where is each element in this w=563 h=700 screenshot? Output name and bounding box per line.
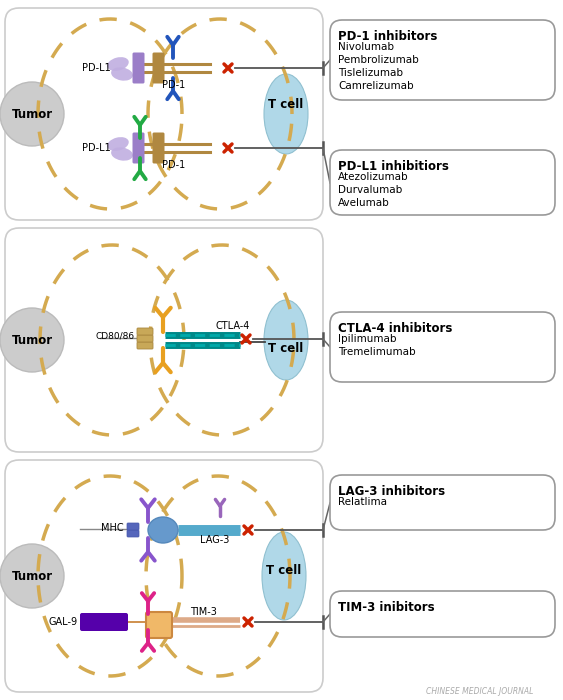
FancyBboxPatch shape [330, 150, 555, 215]
Text: CTLA-4: CTLA-4 [215, 321, 249, 331]
Circle shape [0, 544, 64, 608]
FancyBboxPatch shape [330, 20, 555, 100]
Text: Tremelimumab: Tremelimumab [338, 347, 415, 357]
Text: Pembrolizumab: Pembrolizumab [338, 55, 419, 65]
Text: Tumor: Tumor [11, 570, 52, 582]
FancyBboxPatch shape [5, 228, 323, 452]
Ellipse shape [148, 517, 178, 543]
Text: TIM-3: TIM-3 [190, 607, 217, 617]
Text: T cell: T cell [269, 97, 303, 111]
Text: PD-1: PD-1 [162, 80, 185, 90]
Text: Tumor: Tumor [11, 108, 52, 120]
FancyBboxPatch shape [132, 52, 145, 83]
Text: PD-1 inhibitors: PD-1 inhibitors [338, 30, 437, 43]
Text: Avelumab: Avelumab [338, 198, 390, 208]
FancyBboxPatch shape [127, 523, 139, 530]
FancyBboxPatch shape [153, 52, 164, 83]
Ellipse shape [264, 300, 308, 380]
Text: T cell: T cell [269, 342, 303, 354]
FancyBboxPatch shape [330, 591, 555, 637]
Text: LAG-3 inhibitors: LAG-3 inhibitors [338, 485, 445, 498]
FancyBboxPatch shape [137, 328, 153, 335]
FancyBboxPatch shape [132, 132, 145, 164]
FancyBboxPatch shape [137, 335, 153, 342]
Text: Relatlima: Relatlima [338, 497, 387, 507]
Text: CHINESE MEDICAL JOURNAL: CHINESE MEDICAL JOURNAL [426, 687, 534, 696]
Text: Camrelizumab: Camrelizumab [338, 81, 414, 91]
Text: PD-L1: PD-L1 [82, 143, 111, 153]
Ellipse shape [111, 147, 133, 161]
Text: CD80/86: CD80/86 [96, 332, 135, 340]
Ellipse shape [111, 67, 133, 80]
Circle shape [0, 308, 64, 372]
Text: LAG-3: LAG-3 [200, 535, 229, 545]
FancyBboxPatch shape [80, 613, 128, 631]
Ellipse shape [262, 532, 306, 620]
Text: PD-L1: PD-L1 [82, 63, 111, 73]
Text: CTLA-4 inhibitors: CTLA-4 inhibitors [338, 322, 453, 335]
Text: T cell: T cell [266, 564, 302, 577]
Text: GAL-9: GAL-9 [49, 617, 78, 627]
Ellipse shape [264, 74, 308, 154]
FancyBboxPatch shape [153, 132, 164, 164]
Text: PD-1: PD-1 [162, 160, 185, 170]
Circle shape [0, 82, 64, 146]
FancyBboxPatch shape [330, 312, 555, 382]
FancyBboxPatch shape [5, 460, 323, 692]
Text: MHC: MHC [101, 523, 124, 533]
Text: PD-L1 inhibitiors: PD-L1 inhibitiors [338, 160, 449, 173]
Text: Tislelizumab: Tislelizumab [338, 68, 403, 78]
FancyBboxPatch shape [127, 530, 139, 537]
Ellipse shape [107, 57, 129, 71]
FancyBboxPatch shape [330, 475, 555, 530]
FancyBboxPatch shape [5, 8, 323, 220]
Text: Durvalumab: Durvalumab [338, 185, 402, 195]
Text: Ipilimumab: Ipilimumab [338, 334, 396, 344]
Text: Atezolizumab: Atezolizumab [338, 172, 409, 182]
Ellipse shape [107, 137, 129, 151]
Text: Nivolumab: Nivolumab [338, 42, 394, 52]
FancyBboxPatch shape [137, 342, 153, 349]
FancyBboxPatch shape [146, 612, 172, 638]
Text: TIM-3 inibitors: TIM-3 inibitors [338, 601, 435, 614]
Text: Tumor: Tumor [11, 333, 52, 346]
